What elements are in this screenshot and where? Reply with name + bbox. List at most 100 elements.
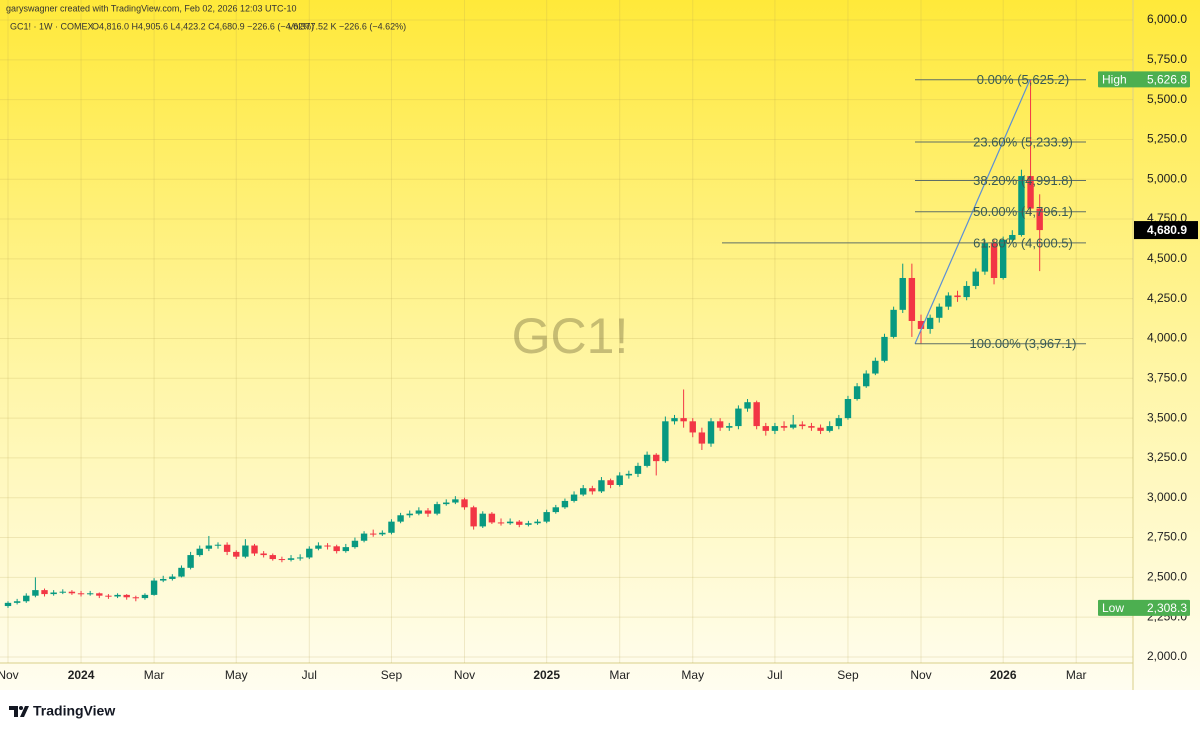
marker-label: High	[1102, 73, 1127, 87]
candle-body	[534, 521, 541, 524]
y-tick-label: 5,250.0	[1147, 132, 1187, 146]
y-tick-label: 6,000.0	[1147, 12, 1187, 26]
candle-body	[242, 545, 249, 557]
candle-body	[1036, 208, 1043, 231]
candle-body	[826, 426, 833, 431]
x-tick-label: Nov	[910, 668, 931, 682]
candle-body	[150, 580, 158, 595]
candle-body	[972, 271, 979, 286]
candle-body	[963, 285, 970, 298]
candle-body	[662, 421, 669, 462]
candle-body	[351, 540, 359, 548]
candle-body	[853, 386, 861, 400]
candle-body	[744, 402, 751, 409]
y-tick-label: 4,250.0	[1147, 291, 1187, 305]
x-tick-label: Mar	[1066, 668, 1087, 682]
candle-body	[287, 558, 295, 560]
candle-body	[753, 402, 760, 427]
candle-body	[570, 494, 578, 501]
candle-body	[59, 591, 66, 593]
candle-body	[315, 545, 322, 549]
candle-body	[817, 427, 824, 431]
x-tick-label: Sep	[837, 668, 859, 682]
candle-body	[808, 426, 815, 428]
candle-body	[196, 548, 203, 556]
candle-body	[890, 309, 897, 337]
brand: TradingView	[33, 703, 115, 719]
attribution: garyswagner created with TradingView.com…	[6, 3, 297, 13]
x-tick-label: May	[225, 668, 248, 682]
candle-body	[771, 426, 779, 431]
fib-level-label: 50.00% (4,796.1)	[973, 204, 1073, 219]
watermark: GC1!	[512, 308, 629, 364]
candle-body	[296, 557, 304, 559]
fib-level-label: 100.00% (3,967.1)	[970, 336, 1077, 351]
candle-body	[96, 593, 103, 596]
candle-body	[598, 480, 605, 492]
candle-body	[835, 418, 843, 427]
candle-body	[178, 567, 185, 577]
candle-body	[278, 559, 286, 561]
brand-logo	[9, 706, 29, 717]
candle-body	[342, 547, 350, 552]
marker-value: 5,626.8	[1147, 73, 1187, 87]
candle-body	[32, 590, 39, 596]
candle-body	[443, 502, 450, 505]
candle-body	[497, 522, 505, 524]
candle-body	[726, 426, 733, 428]
candle-body	[936, 306, 943, 318]
candle-body	[41, 590, 48, 595]
candle-body	[552, 507, 559, 513]
y-tick-label: 5,000.0	[1147, 171, 1187, 185]
y-tick-label: 3,500.0	[1147, 410, 1187, 424]
candle-body	[214, 544, 222, 546]
x-tick-label: Nov	[454, 668, 475, 682]
y-tick-label: 5,500.0	[1147, 92, 1187, 106]
candle-body	[561, 500, 569, 508]
candle-body	[799, 424, 806, 427]
candle-body	[50, 592, 57, 595]
candle-body	[789, 424, 797, 428]
candle-body	[506, 521, 514, 524]
y-tick-label: 3,250.0	[1147, 450, 1187, 464]
candle-body	[908, 277, 916, 321]
y-tick-label: 2,000.0	[1147, 649, 1187, 663]
candle-body	[470, 507, 477, 527]
x-tick-label: Sep	[381, 668, 403, 682]
candle-body	[233, 551, 240, 557]
candle-body	[607, 480, 614, 486]
candle-body	[370, 533, 377, 535]
candle-body	[579, 488, 587, 495]
candle-body	[187, 555, 194, 568]
candle-body	[105, 595, 112, 597]
candle-body	[625, 473, 633, 476]
candle-body	[205, 545, 213, 549]
candle-body	[160, 578, 167, 581]
candle-body	[689, 421, 696, 433]
x-tick-label: Jul	[302, 668, 317, 682]
candle-body	[543, 512, 550, 522]
candle-body	[324, 545, 331, 547]
y-tick-label: 2,750.0	[1147, 530, 1187, 544]
candle-body	[452, 499, 459, 503]
marker-badge	[1098, 71, 1190, 88]
candle-body	[169, 576, 176, 579]
candle-body	[707, 421, 715, 444]
candle-body	[223, 544, 231, 552]
candle-body	[306, 548, 313, 558]
candle-body	[525, 523, 532, 525]
y-tick-label: 3,000.0	[1147, 490, 1187, 504]
candle-body	[86, 593, 94, 595]
candle-body	[23, 595, 30, 602]
candle-body	[388, 521, 395, 533]
candle-body	[1027, 176, 1034, 209]
candle-body	[680, 418, 687, 422]
x-tick-label: 2025	[533, 668, 560, 682]
candle-body	[990, 242, 998, 278]
candle-body	[589, 488, 596, 492]
background	[0, 0, 1200, 690]
symbol: GC1! · 1W · COMEX	[10, 21, 94, 31]
fib-level-label: 23.60% (5,233.9)	[973, 134, 1073, 149]
candle-body	[77, 593, 85, 595]
